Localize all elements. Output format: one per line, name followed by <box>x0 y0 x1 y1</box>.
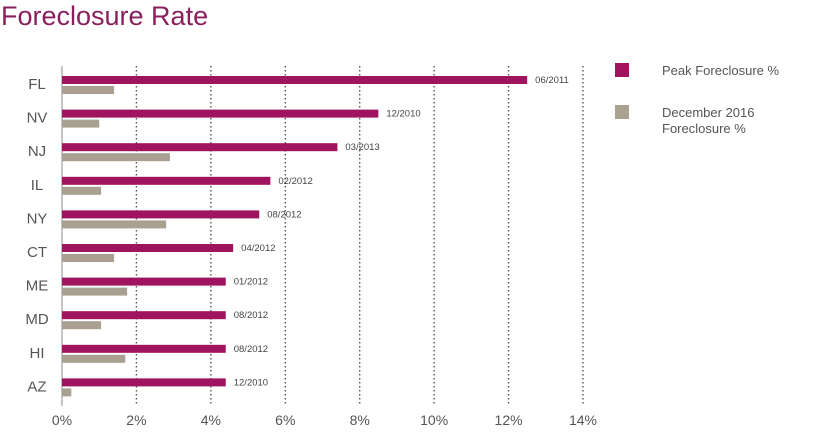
x-tick-label: 8% <box>350 412 370 428</box>
bar-dec2016 <box>62 354 126 363</box>
y-category-label: NV <box>27 110 48 127</box>
peak-date-label: 02/2012 <box>278 176 312 187</box>
bar-peak <box>62 176 271 185</box>
legend-label-dec2016: December 2016 Foreclosure % <box>662 105 755 136</box>
y-category-label: NJ <box>28 143 46 160</box>
peak-date-label: 01/2012 <box>234 277 268 288</box>
bar-peak <box>62 311 226 320</box>
peak-date-label: 04/2012 <box>241 243 275 254</box>
bar-peak <box>62 344 226 353</box>
peak-date-label: 06/2011 <box>535 75 569 86</box>
bar-peak <box>62 109 379 118</box>
x-tick-label: 14% <box>569 412 597 428</box>
x-tick-label: 12% <box>495 412 523 428</box>
y-category-label: NY <box>27 210 48 227</box>
y-category-label: ME <box>26 278 49 295</box>
x-tick-label: 10% <box>420 412 448 428</box>
peak-date-label: 12/2010 <box>234 377 268 388</box>
bar-dec2016 <box>62 220 167 229</box>
y-category-label: CT <box>27 244 47 261</box>
bar-dec2016 <box>62 321 102 330</box>
x-tick-label: 2% <box>126 412 146 428</box>
bar-dec2016 <box>62 388 72 397</box>
legend-label-peak: Peak Foreclosure % <box>662 63 780 78</box>
x-tick-label: 0% <box>52 412 72 428</box>
y-category-label: IL <box>31 177 44 194</box>
y-category-label: AZ <box>27 378 46 395</box>
legend-swatch-dec2016 <box>615 105 629 119</box>
peak-date-label: 08/2012 <box>234 344 268 355</box>
bar-dec2016 <box>62 86 115 94</box>
bar-dec2016 <box>62 119 100 128</box>
bar-peak <box>62 244 234 252</box>
bar-peak <box>62 210 260 219</box>
bar-peak <box>62 76 528 84</box>
bar-dec2016 <box>62 186 102 195</box>
peak-date-label: 08/2012 <box>267 209 301 220</box>
bar-dec2016 <box>62 287 128 296</box>
y-category-label: MD <box>25 311 48 328</box>
bar-peak <box>62 143 338 152</box>
bar-dec2016 <box>62 254 115 262</box>
legend-swatch-peak <box>615 63 629 77</box>
peak-date-label: 03/2013 <box>345 142 379 153</box>
bar-dec2016 <box>62 153 170 162</box>
bar-peak <box>62 378 226 387</box>
y-category-label: FL <box>28 76 46 93</box>
bar-peak <box>62 277 226 286</box>
peak-date-label: 12/2010 <box>386 109 420 120</box>
chart-title: Foreclosure Rate <box>1 1 209 31</box>
x-tick-label: 6% <box>275 412 295 428</box>
y-category-label: HI <box>30 345 45 362</box>
peak-date-label: 08/2012 <box>234 310 268 321</box>
x-tick-label: 4% <box>201 412 221 428</box>
